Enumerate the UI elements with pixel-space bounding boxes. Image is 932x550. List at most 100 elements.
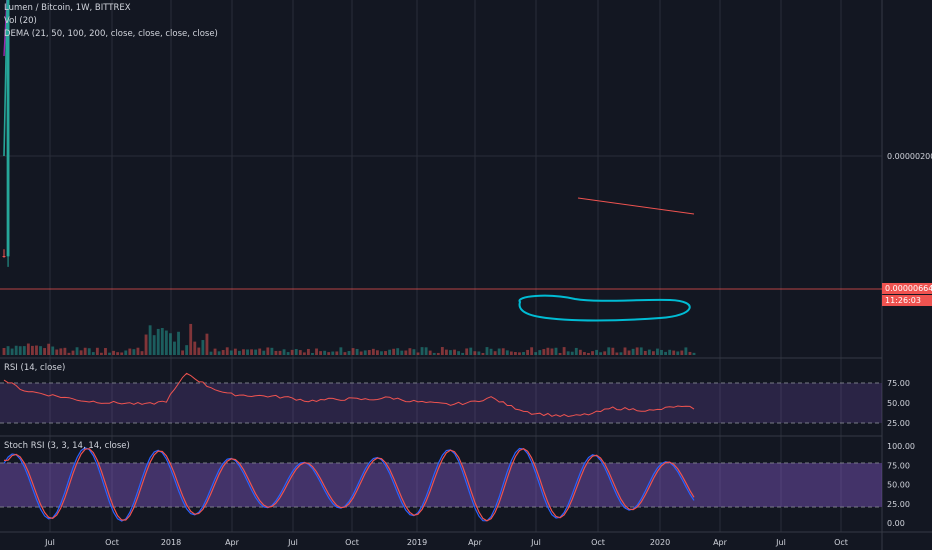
candle	[2, 249, 6, 258]
volume-bar	[274, 350, 278, 355]
volume-legend: Vol (20)	[4, 16, 37, 26]
volume-bar	[578, 349, 582, 355]
last-price-tag: 0.00000664	[882, 283, 932, 294]
volume-bar	[213, 348, 217, 355]
time-tick-label: Jul	[287, 538, 298, 547]
volume-bar	[603, 351, 607, 355]
volume-bar	[408, 348, 412, 355]
volume-bar	[656, 348, 659, 355]
volume-bar	[282, 349, 286, 355]
time-tick-label: Jul	[44, 538, 55, 547]
volume-bar	[144, 334, 148, 355]
volume-bar	[664, 351, 668, 355]
volume-bar	[558, 352, 562, 355]
volume-bar	[481, 352, 485, 355]
volume-bar	[359, 351, 363, 355]
volume-bar	[43, 348, 47, 355]
volume-bar	[193, 341, 197, 355]
volume-bar	[595, 349, 599, 355]
volume-bar	[493, 351, 497, 355]
rsi-line	[3, 372, 695, 418]
volume-bar	[505, 350, 509, 355]
volume-bar	[396, 348, 400, 355]
volume-bar	[67, 352, 71, 355]
volume-bar	[35, 345, 38, 355]
trend-line[interactable]	[577, 197, 695, 215]
volume-bar	[30, 345, 34, 355]
volume-bar	[205, 333, 209, 355]
time-axis[interactable]: Jul Oct 2018 Apr Jul Oct 2019 Apr Jul Oct 2020 Apr J…	[44, 538, 848, 547]
volume-bar	[237, 350, 241, 355]
volume-bar	[298, 350, 302, 355]
volume-bar	[120, 352, 124, 355]
volume-bar	[63, 347, 67, 355]
volume-bar	[168, 333, 172, 355]
volume-bar	[566, 351, 570, 355]
rsi-tick-label: 25.00	[887, 419, 910, 428]
volume-bar	[335, 351, 339, 355]
volume-bar	[201, 340, 205, 355]
volume-bar	[363, 350, 367, 355]
time-tick-label: Oct	[834, 538, 848, 547]
volume-bar	[420, 347, 424, 355]
volume-bar	[355, 348, 359, 355]
volume-bar	[2, 347, 6, 355]
volume-bar	[95, 347, 99, 355]
volume-bar	[258, 348, 262, 355]
volume-bar	[660, 349, 663, 355]
time-tick-label: Oct	[591, 538, 605, 547]
volume-bar	[623, 347, 627, 355]
volume-bar	[380, 351, 383, 355]
volume-bar	[461, 352, 465, 355]
stoch-tick-label: 0.00	[887, 519, 905, 528]
volume-bar	[647, 349, 651, 355]
dema-legend: DEMA (21, 50, 100, 200, close, close, cl…	[4, 29, 218, 39]
volume-bar	[574, 347, 578, 355]
volume-bar	[132, 349, 136, 355]
volume-bar	[582, 352, 586, 355]
volume-bar	[55, 349, 59, 355]
volume-bar	[104, 348, 107, 355]
volume-bar	[518, 352, 521, 355]
volume-bar	[453, 349, 456, 355]
volume-bar	[404, 350, 408, 355]
volume-bar	[619, 352, 623, 355]
volume-bar	[79, 350, 83, 355]
volume-bar	[189, 323, 193, 355]
volume-bar	[148, 325, 152, 355]
volume-bar	[136, 347, 140, 355]
annotation-ellipse[interactable]	[518, 294, 691, 322]
countdown-tag: 11:26:03	[882, 295, 932, 306]
volume-bars	[2, 323, 696, 355]
volume-bar	[140, 351, 144, 355]
volume-bar	[570, 351, 574, 355]
volume-bar	[250, 349, 254, 355]
price-axis[interactable]: 0.000034000.000032000.000030000.00002800…	[887, 0, 932, 161]
volume-bar	[290, 349, 294, 355]
volume-bar	[599, 352, 603, 355]
stoch-axis: 100.00 75.00 50.00 25.00 0.00	[887, 442, 915, 528]
volume-bar	[587, 352, 590, 355]
stoch-k-line	[3, 447, 695, 522]
volume-bar	[627, 350, 631, 355]
time-tick-label: Apr	[468, 538, 483, 547]
volume-bar	[306, 348, 310, 355]
volume-bar	[607, 347, 611, 355]
volume-bar	[538, 350, 542, 355]
stoch-d-line	[3, 448, 695, 522]
time-tick-label: Jul	[530, 538, 541, 547]
volume-bar	[302, 352, 306, 355]
stoch-tick-label: 25.00	[887, 500, 910, 509]
volume-bar	[323, 350, 327, 355]
volume-bar	[489, 348, 493, 355]
volume-bar	[327, 352, 331, 355]
volume-bar	[51, 346, 55, 355]
volume-bar	[99, 352, 103, 355]
time-tick-label: Apr	[225, 538, 240, 547]
volume-bar	[457, 351, 461, 355]
volume-bar	[286, 352, 290, 355]
volume-bar	[233, 348, 237, 355]
volume-bar	[440, 347, 444, 355]
